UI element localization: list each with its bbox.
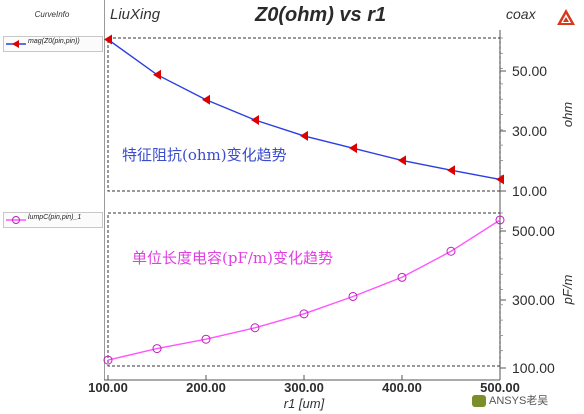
data-point [201,334,211,344]
y-tick-label: 30.00 [512,123,547,139]
data-point [348,291,358,301]
data-point [496,174,504,185]
plot-frame-1 [107,212,501,367]
data-point [153,69,161,80]
series-line [107,219,501,361]
data-point [250,323,260,333]
legend-label-lumpc: lumpC(pin,pin)_1 [28,214,82,221]
data-point [299,309,309,319]
ansys-logo-icon [557,9,575,25]
plot-frame-0 [107,37,501,192]
y-tick-label: 100.00 [512,360,555,376]
y-tick-label: 300.00 [512,292,555,308]
data-point [397,272,407,282]
legend-entry-lumpc[interactable]: lumpC(pin,pin)_1 [3,212,103,228]
curve-info-panel: CurveInfo mag(Z0(pin,pin)) lumpC(pin,pin… [0,0,105,380]
header-left-label: LiuXing [110,6,161,23]
header-right-label: coax [506,6,536,22]
data-point [349,143,357,154]
watermark: ANSYS老吴 [472,392,548,408]
legend-label-z0: mag(Z0(pin,pin)) [28,38,80,45]
data-point [447,165,455,176]
annotation-text: 单位长度电容(pF/m)变化趋势 [132,249,333,267]
y-axis-label: pF/m [560,275,575,306]
legend-swatch-lumpc [6,216,26,224]
x-tick-label: 400.00 [382,380,422,395]
wechat-icon [472,395,486,408]
data-point [300,130,308,141]
data-point [251,115,259,126]
curve-info-title: CurveInfo [34,10,70,19]
x-axis-label: r1 [um] [284,396,325,411]
data-point [104,34,112,45]
data-point [398,155,406,166]
data-point [202,94,210,105]
data-point [446,246,456,256]
x-tick-label: 100.00 [88,380,128,395]
data-point [103,355,113,365]
data-point [495,215,505,225]
y-tick-label: 10.00 [512,183,547,199]
chart-title: Z0(ohm) vs r1 [255,4,387,26]
y-tick-label: 50.00 [512,63,547,79]
data-point [152,344,162,354]
legend-entry-z0[interactable]: mag(Z0(pin,pin)) [3,36,103,52]
x-tick-label: 300.00 [284,380,324,395]
y-tick-label: 500.00 [512,223,555,239]
x-tick-label: 200.00 [186,380,226,395]
y-axis-label: ohm [560,102,575,127]
legend-swatch-z0 [6,40,26,48]
x-tick-label: 500.00 [480,380,520,395]
annotation-text: 特征阻抗(ohm)变化趋势 [122,146,287,164]
watermark-text: ANSYS老吴 [489,395,549,407]
